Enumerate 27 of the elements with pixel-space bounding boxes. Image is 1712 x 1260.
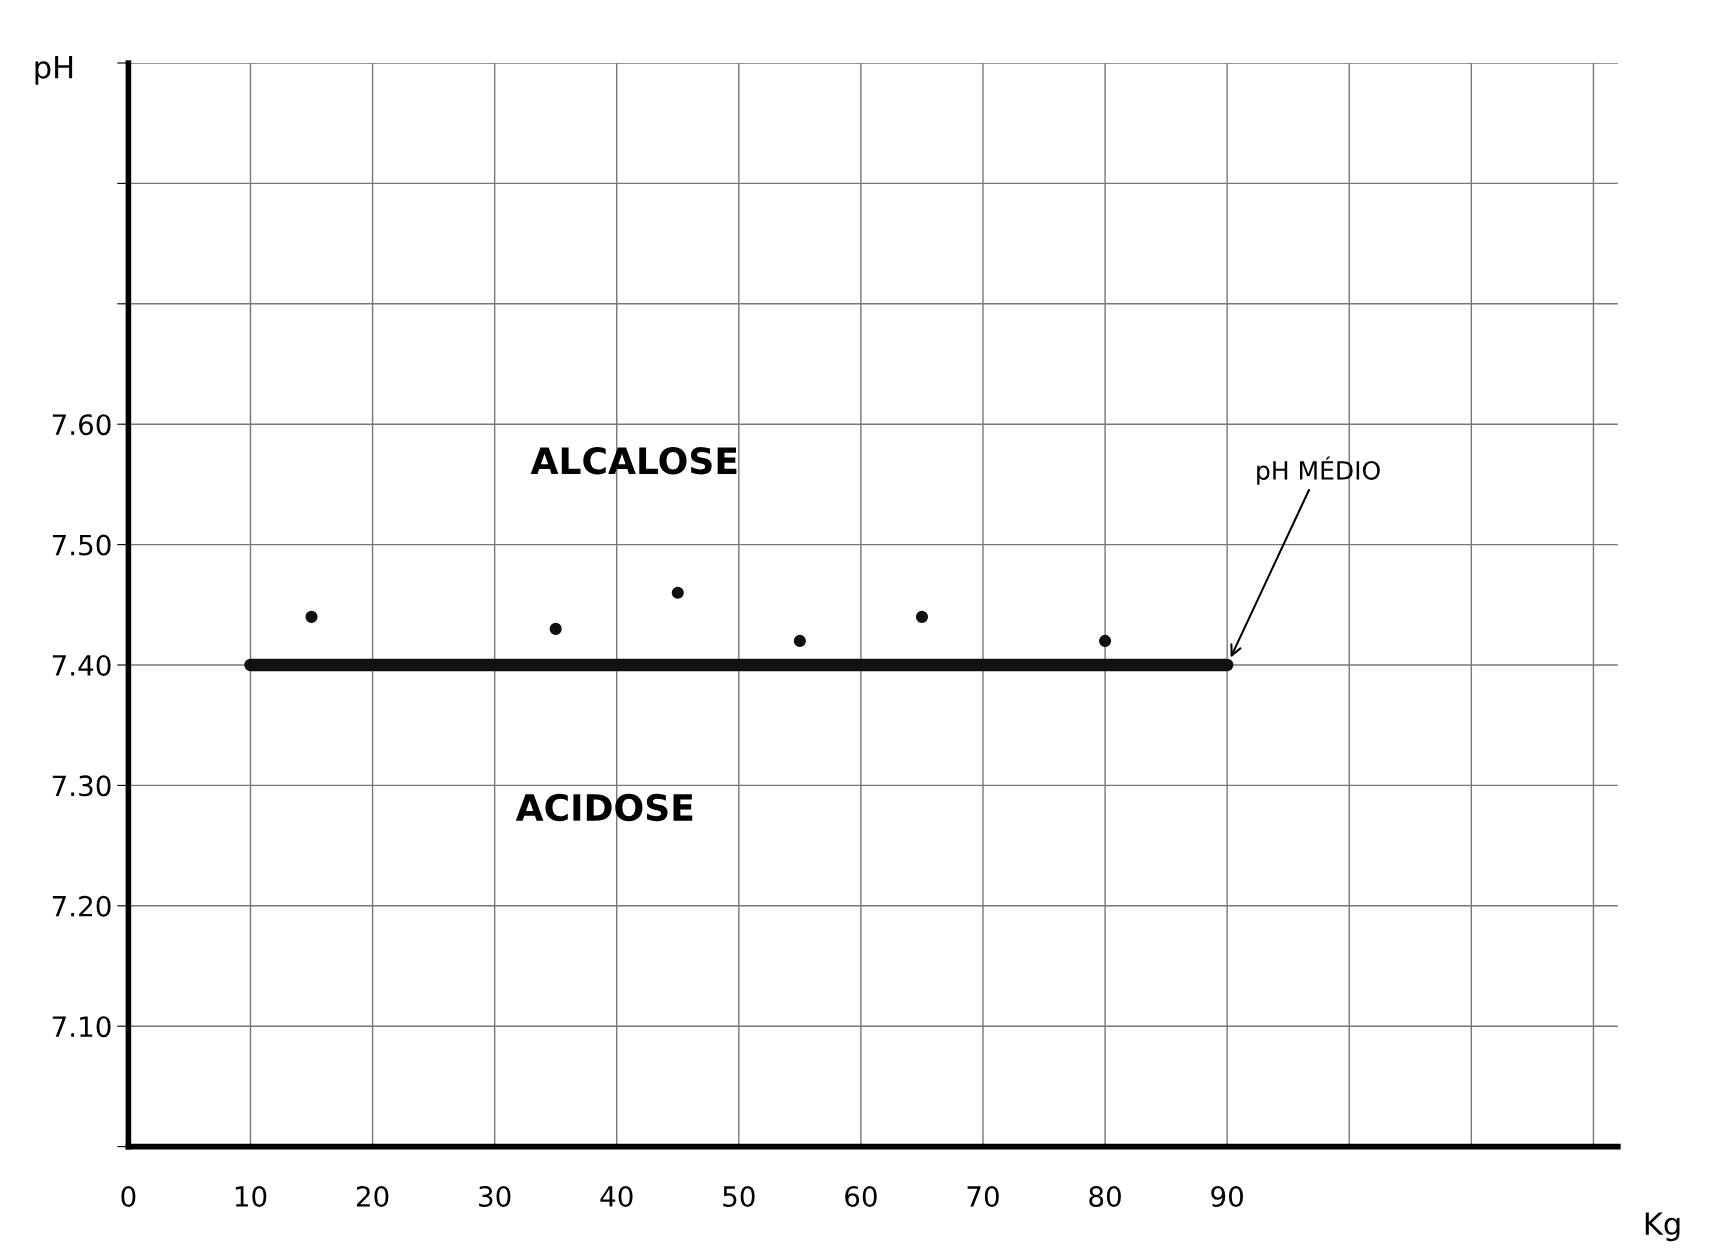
x-tick-label: 60	[845, 1185, 877, 1207]
y-tick-label: 7.30	[52, 775, 111, 797]
point	[1099, 634, 1112, 647]
annotation: ALCALOSE	[530, 447, 737, 475]
x-tick-label: 70	[967, 1185, 999, 1207]
point	[305, 610, 318, 623]
x-tick-label: 10	[235, 1185, 267, 1207]
y-axis-title: pH	[35, 56, 73, 85]
y-tick-label: 7.50	[52, 534, 111, 556]
x-tick-label: 50	[723, 1185, 755, 1207]
point	[915, 610, 929, 623]
point	[549, 622, 562, 635]
point	[793, 634, 806, 647]
y-tick-label: 7.10	[52, 1016, 111, 1038]
x-tick-label: 20	[356, 1185, 389, 1207]
x-tick-label: 40	[600, 1185, 633, 1207]
x-axis-title: Kg	[1645, 1212, 1680, 1242]
y-tick-label: 7.40	[52, 654, 111, 676]
point	[671, 586, 684, 599]
x-tick-label: 0	[121, 1185, 136, 1207]
y-tick-label: 7.20	[52, 895, 111, 917]
annotation: ACIDOSE	[515, 793, 693, 822]
x-tick-label: 80	[1089, 1185, 1121, 1207]
x-tick-label: 90	[1211, 1185, 1243, 1207]
annotation: pH MÉDIO	[1257, 456, 1380, 485]
y-tick-label: 7.60	[52, 414, 111, 436]
x-tick-label: 30	[479, 1185, 511, 1207]
